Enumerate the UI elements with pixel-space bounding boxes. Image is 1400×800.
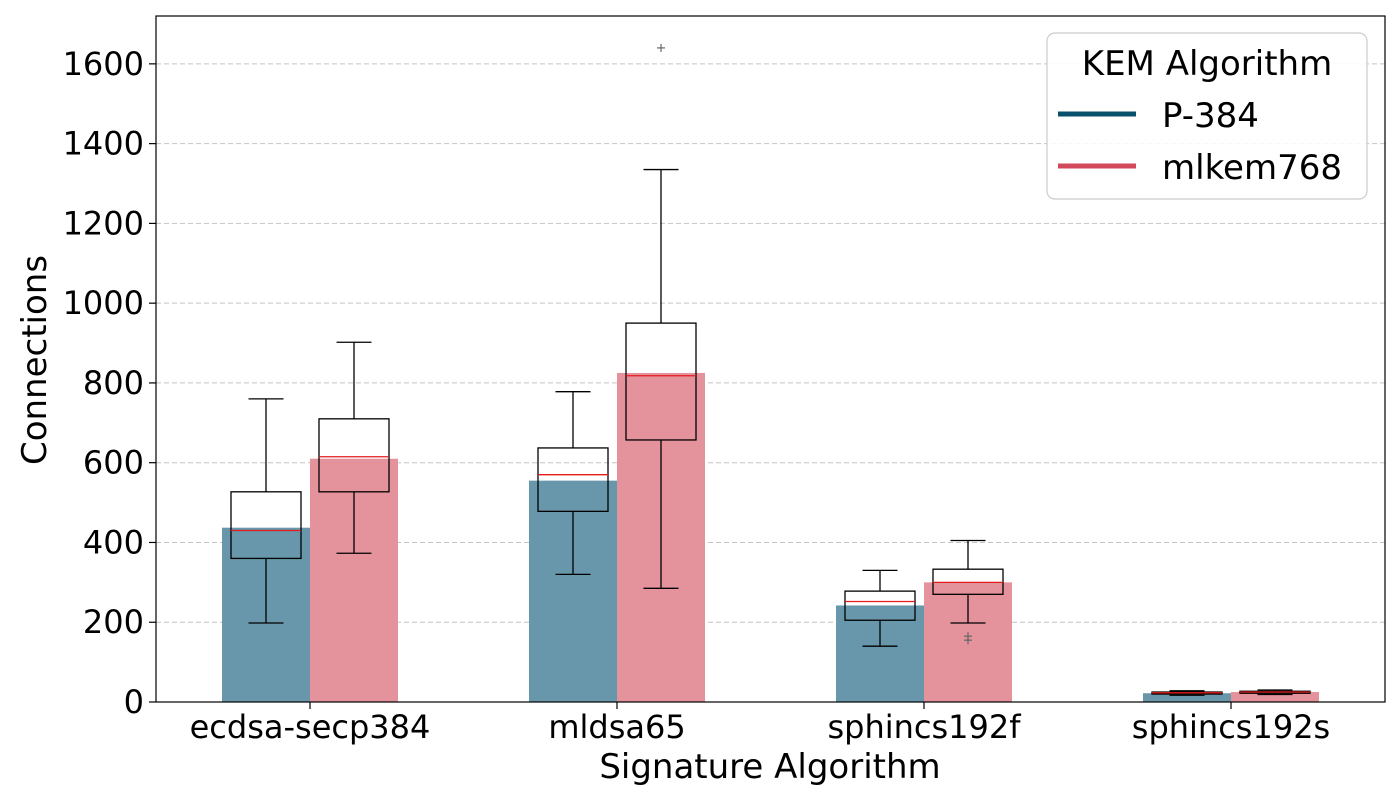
boxplot-P-384-sphincs192s xyxy=(1151,690,1223,696)
x-tick-label: sphincs192f xyxy=(827,708,1021,746)
legend-label: mlkem768 xyxy=(1162,148,1342,188)
legend: KEM Algorithm P-384 mlkem768 xyxy=(1046,32,1368,200)
y-tick-label: 600 xyxy=(83,444,144,482)
legend-item-P-384: P-384 xyxy=(1058,96,1259,136)
legend-title: KEM Algorithm xyxy=(1082,44,1332,84)
legend-items: P-384 mlkem768 xyxy=(1058,96,1342,188)
y-tick-label: 400 xyxy=(83,523,144,561)
x-axis-title: Signature Algorithm xyxy=(599,747,940,787)
boxplots xyxy=(230,43,1311,696)
boxplot-mlkem768-sphincs192s xyxy=(1239,689,1311,696)
plot-frame xyxy=(155,15,1386,703)
boxplot-mlkem768-sphincs192f xyxy=(932,539,1004,645)
y-axis-ticks: 0 200 400 600 800 1000 1200 1400 1600 xyxy=(63,45,156,721)
y-tick-label: 1400 xyxy=(63,125,144,163)
y-tick-label: 200 xyxy=(83,603,144,641)
legend-label: P-384 xyxy=(1162,96,1259,136)
y-tick-label: 1200 xyxy=(63,204,144,242)
box xyxy=(230,491,302,560)
bars xyxy=(222,372,1319,702)
legend-frame xyxy=(1046,32,1368,200)
boxplot-mlkem768-mldsa65 xyxy=(625,43,697,589)
x-tick-label: sphincs192s xyxy=(1132,708,1330,746)
y-tick-label: 800 xyxy=(83,364,144,402)
x-tick-label: ecdsa-secp384 xyxy=(190,708,431,746)
y-tick-label: 1000 xyxy=(63,284,144,322)
bar-P-384-sphincs192s xyxy=(1143,693,1231,702)
boxplot-P-384-sphincs192f xyxy=(844,569,916,647)
box xyxy=(625,322,697,441)
y-tick-label: 0 xyxy=(124,683,144,721)
boxplot-P-384-ecdsa-secp384 xyxy=(230,398,302,624)
boxplot-mlkem768-ecdsa-secp384 xyxy=(318,341,390,554)
box xyxy=(537,447,609,513)
x-axis-ticks: ecdsa-secp384 mldsa65 sphincs192f sphincs19… xyxy=(190,702,1330,746)
y-tick-label: 1600 xyxy=(63,45,144,83)
legend-item-mlkem768: mlkem768 xyxy=(1058,148,1342,188)
box xyxy=(844,590,916,621)
x-tick-label: mldsa65 xyxy=(548,708,685,746)
boxplot-P-384-mldsa65 xyxy=(537,391,609,576)
box xyxy=(318,418,390,493)
bar-mlkem768-sphincs192s xyxy=(1231,692,1319,702)
y-axis-title: Connections xyxy=(15,255,55,465)
